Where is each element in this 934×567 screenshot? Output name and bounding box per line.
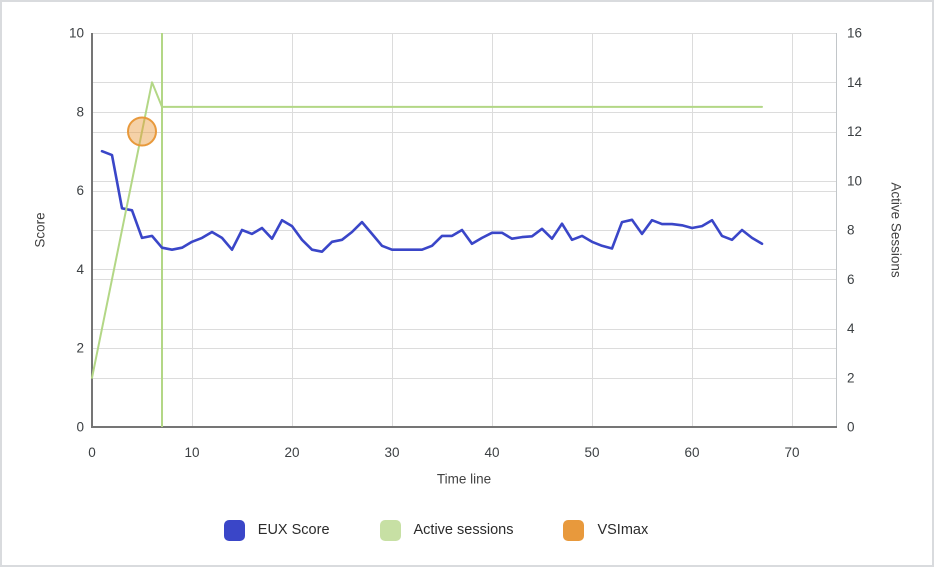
y-right-tick-label: 8	[847, 223, 855, 238]
legend-item-active-sessions: Active sessions	[379, 519, 514, 541]
y-right-tick-label: 16	[847, 26, 862, 41]
y-right-tick-label: 0	[847, 420, 855, 435]
y-left-tick-label: 2	[76, 341, 84, 356]
y-right-tick-label: 10	[847, 173, 862, 188]
vsimax-marker	[127, 116, 157, 147]
x-tick-label: 50	[584, 445, 599, 460]
legend-item-vsimax: VSImax	[563, 519, 649, 541]
y-right-tick-label: 2	[847, 370, 855, 385]
legend-swatch	[563, 519, 585, 541]
y-left-tick-label: 10	[69, 26, 84, 41]
eux-score-line	[100, 149, 764, 253]
chart-legend: EUX Score Active sessions VSImax	[2, 518, 870, 542]
legend-swatch	[223, 519, 245, 541]
legend-label: Active sessions	[413, 522, 514, 538]
y-left-tick-label: 8	[76, 104, 84, 119]
legend-label: EUX Score	[257, 522, 330, 538]
y-right-tick-label: 4	[847, 321, 855, 336]
legend-swatch	[379, 519, 401, 541]
x-tick-label: 60	[684, 445, 699, 460]
y-right-tick-label: 12	[847, 124, 862, 139]
active-sessions-line	[91, 81, 763, 379]
x-tick-label: 0	[88, 445, 96, 460]
y-axis-title-left: Score	[32, 212, 48, 248]
legend-label: VSImax	[597, 522, 649, 538]
x-tick-label: 20	[284, 445, 299, 460]
y-right-tick-label: 6	[847, 272, 855, 287]
y-left-tick-label: 0	[76, 420, 84, 435]
x-tick-label: 70	[784, 445, 799, 460]
legend-item-eux-score: EUX Score	[223, 519, 330, 541]
y-right-tick-label: 14	[847, 75, 863, 90]
x-tick-label: 10	[184, 445, 199, 460]
x-axis-title: Time line	[436, 471, 492, 487]
y-left-tick-label: 4	[76, 262, 84, 277]
y-left-tick-label: 6	[76, 183, 84, 198]
x-tick-label: 30	[384, 445, 399, 460]
y-axis-title-right: Active Sessions	[888, 182, 904, 278]
x-tick-label: 40	[484, 445, 499, 460]
